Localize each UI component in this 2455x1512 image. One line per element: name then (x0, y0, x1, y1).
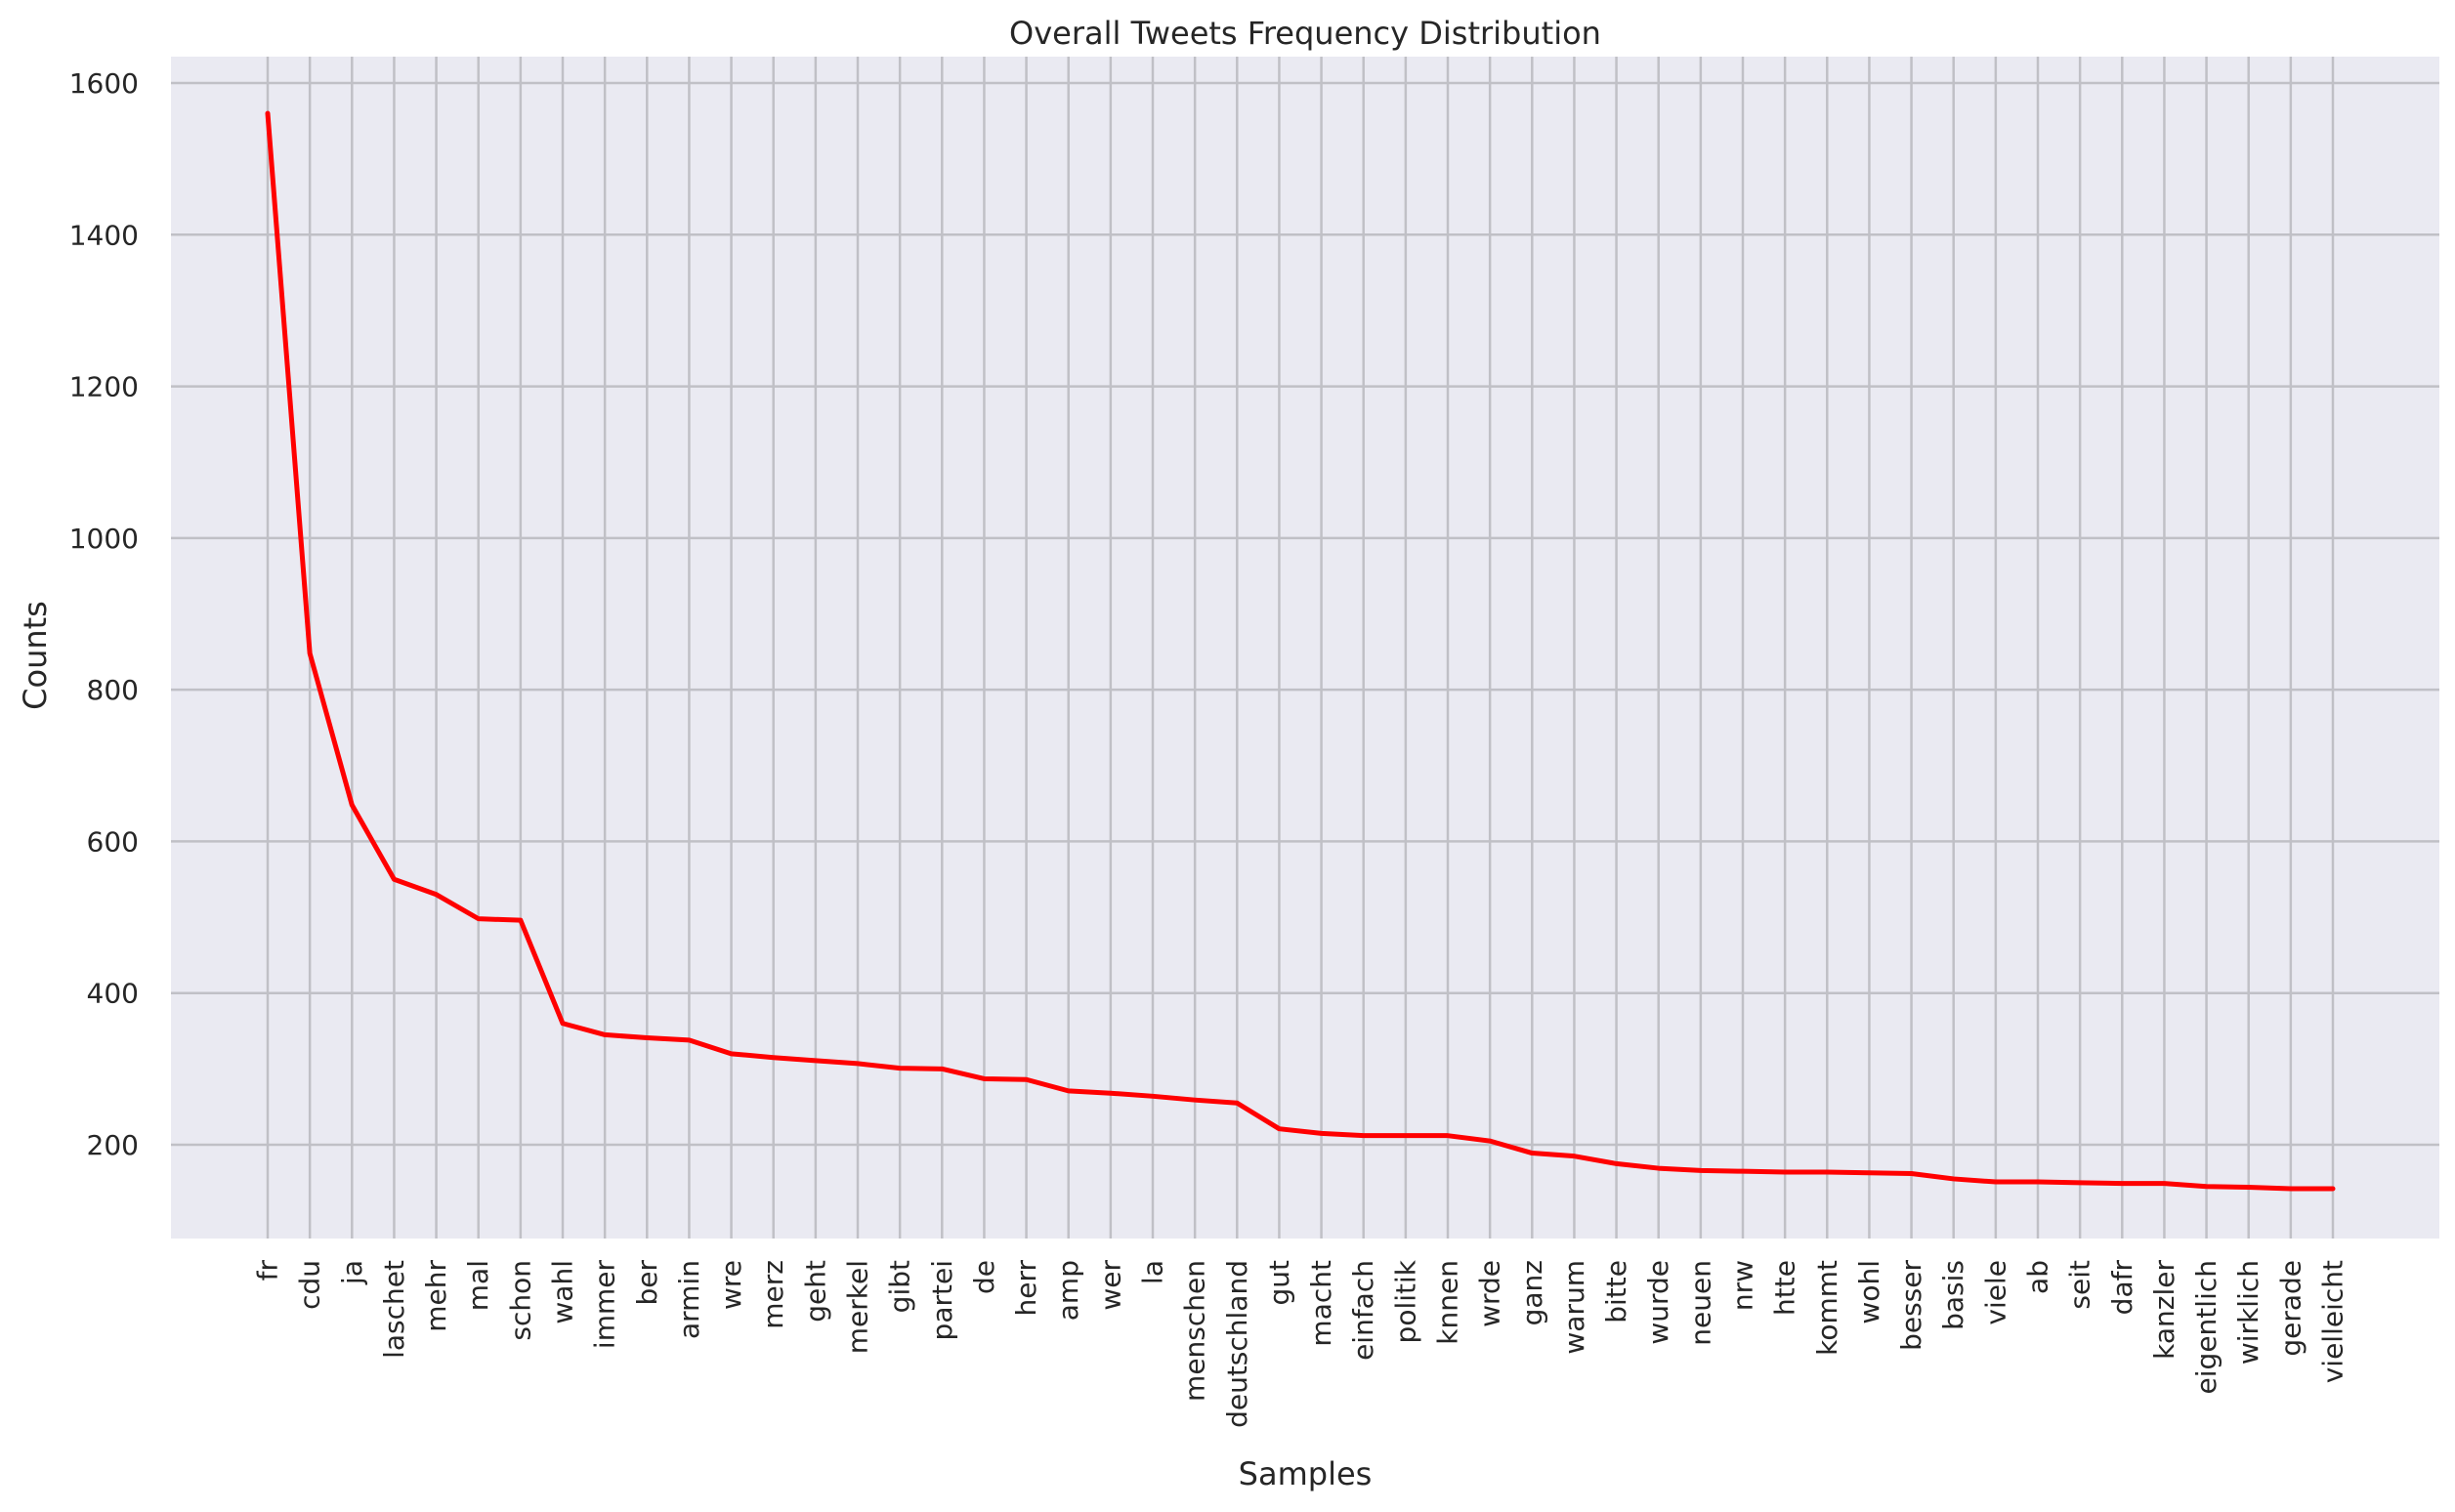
x-tick-label: merkel (842, 1260, 874, 1354)
x-tick-label: ber (631, 1260, 663, 1306)
y-tick-label: 400 (87, 978, 139, 1010)
y-tick-label: 1400 (69, 219, 139, 251)
x-tick-label: wahl (547, 1260, 579, 1324)
plot-background (171, 57, 2439, 1239)
x-tick-label: dafr (2106, 1260, 2138, 1316)
x-tick-label: htte (1769, 1260, 1801, 1316)
x-tick-label: einfach (1347, 1260, 1379, 1361)
x-tick-label: geht (799, 1260, 831, 1323)
x-tick-label: besser (1895, 1260, 1927, 1351)
x-tick-label: mehr (420, 1260, 452, 1332)
x-tick-label: la (1137, 1260, 1169, 1284)
x-tick-label: wre (715, 1260, 747, 1310)
x-tick-label: viele (1979, 1260, 2011, 1325)
y-tick-label: 1200 (69, 371, 139, 403)
x-tick-label: macht (1305, 1260, 1337, 1347)
x-tick-label: ab (2022, 1260, 2054, 1294)
x-tick-label: gibt (884, 1260, 916, 1313)
x-axis-ticks: fr cdu ja laschet mehr mal schon wahl immer ber ar… (252, 1259, 2349, 1428)
x-tick-label: vielleicht (2317, 1260, 2349, 1383)
x-tick-label: warum (1558, 1260, 1590, 1355)
y-tick-label: 800 (87, 674, 139, 706)
x-tick-label: immer (589, 1260, 621, 1350)
x-axis-label: Samples (1239, 1455, 1373, 1492)
x-tick-label: herr (1010, 1260, 1042, 1317)
x-tick-label: kanzler (2148, 1260, 2180, 1360)
x-tick-label: mal (462, 1260, 494, 1311)
y-tick-label: 1600 (69, 67, 139, 100)
x-tick-label: bitte (1600, 1260, 1632, 1323)
x-tick-label: cdu (294, 1260, 326, 1310)
x-tick-label: deutschland (1221, 1260, 1253, 1428)
x-tick-label: knnen (1432, 1260, 1464, 1345)
x-tick-label: schon (504, 1260, 536, 1341)
x-tick-label: wirklich (2232, 1260, 2265, 1365)
x-tick-label: partei (926, 1260, 958, 1340)
x-tick-label: wurde (1642, 1260, 1674, 1345)
x-tick-label: seit (2064, 1260, 2096, 1310)
x-tick-label: fr (252, 1260, 284, 1281)
x-tick-label: ja (336, 1260, 368, 1285)
x-tick-label: eigentlich (2190, 1260, 2222, 1394)
x-tick-label: armin (673, 1260, 705, 1339)
x-tick-label: basis (1937, 1260, 1969, 1330)
x-tick-label: amp (1052, 1260, 1084, 1321)
x-tick-label: politik (1389, 1259, 1421, 1343)
x-tick-label: wohl (1853, 1260, 1885, 1324)
series-layer (265, 110, 2336, 1192)
x-tick-label: ganz (1516, 1260, 1548, 1325)
y-axis-label: Counts (17, 601, 54, 710)
chart-title: Overall Tweets Frequency Distribution (1009, 15, 1601, 52)
y-tick-label: 1000 (69, 523, 139, 555)
y-tick-label: 600 (87, 825, 139, 858)
x-tick-label: laschet (378, 1260, 410, 1359)
y-tick-label: 200 (87, 1129, 139, 1161)
x-tick-label: merz (757, 1260, 789, 1329)
x-tick-label: menschen (1179, 1260, 1211, 1402)
x-tick-label: wrde (1474, 1260, 1506, 1327)
x-tick-label: wer (1094, 1260, 1126, 1311)
x-tick-label: gerade (2274, 1260, 2307, 1357)
x-tick-label: nrw (1727, 1260, 1759, 1311)
x-tick-label: de (968, 1260, 1000, 1294)
x-tick-label: kommt (1811, 1260, 1843, 1356)
series-line (265, 110, 2336, 1192)
y-axis-ticks: 200 400 600 800 1000 1200 1400 1600 (69, 67, 139, 1161)
x-tick-label: neuen (1684, 1260, 1716, 1346)
x-tick-label: gut (1263, 1260, 1295, 1306)
